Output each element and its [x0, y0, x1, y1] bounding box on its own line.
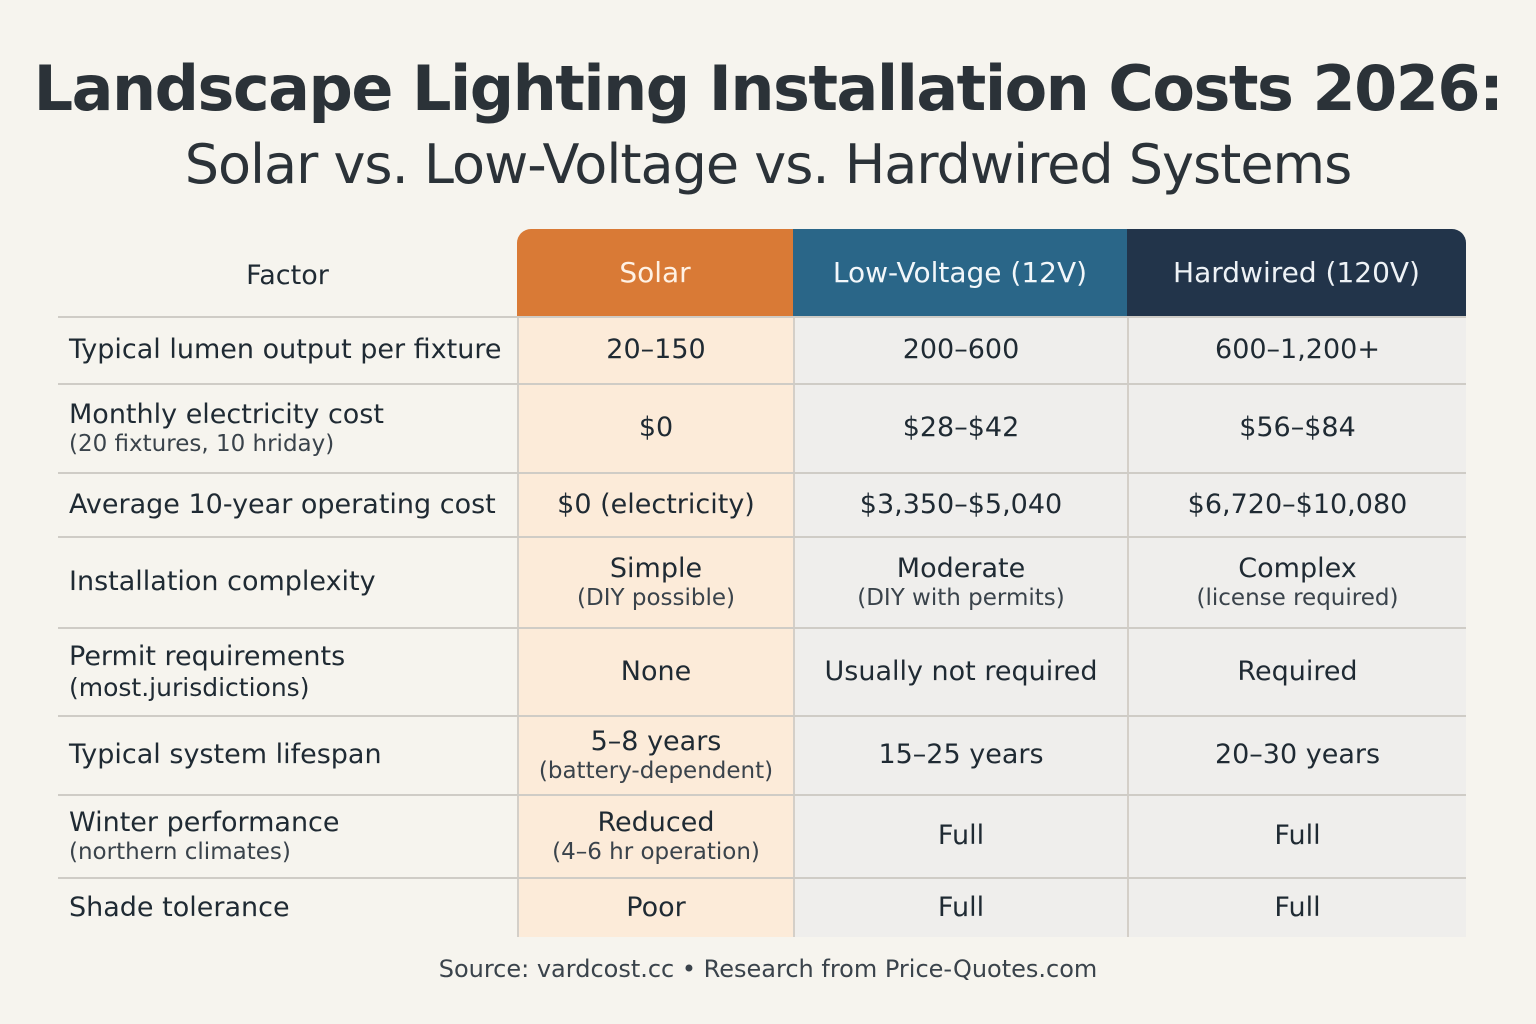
- solar-cell: Poor: [517, 879, 793, 937]
- low-voltage-cell: Usually not required: [793, 629, 1127, 715]
- solar-value: Reduced: [597, 806, 715, 838]
- table-row: Typical system lifespan 5–8 years (batte…: [58, 715, 1466, 794]
- hardwired-value: Full: [1274, 891, 1321, 923]
- hardwired-value: Full: [1274, 820, 1321, 852]
- hardwired-value: Complex: [1238, 552, 1357, 584]
- solar-cell: None: [517, 629, 793, 715]
- low-voltage-value: Moderate: [896, 552, 1026, 584]
- hardwired-value: 600–1,200+: [1215, 334, 1380, 366]
- low-voltage-cell: $28–$42: [793, 385, 1127, 472]
- hardwired-note: (license required): [1196, 584, 1399, 611]
- table-row: Permit requirements (most.jurisdictions)…: [58, 627, 1466, 715]
- low-voltage-cell: Full: [793, 796, 1127, 877]
- factor-cell: Shade tolerance: [58, 879, 517, 937]
- solar-value: $0 (electricity): [557, 488, 755, 520]
- hardwired-cell: Full: [1127, 796, 1466, 877]
- solar-value: Simple: [609, 552, 703, 584]
- solar-value: 5–8 years: [590, 725, 722, 757]
- low-voltage-value: 15–25 years: [878, 739, 1044, 771]
- hardwired-cell: Required: [1127, 629, 1466, 715]
- comparison-table: Factor Solar Low-Voltage (12V) Hardwired…: [58, 229, 1466, 937]
- hardwired-value: $6,720–$10,080: [1187, 488, 1408, 520]
- factor-label: Permit requirements: [69, 640, 346, 672]
- low-voltage-cell: Full: [793, 879, 1127, 937]
- factor-label: Typical system lifespan: [69, 739, 382, 771]
- factor-cell: Typical system lifespan: [58, 717, 517, 794]
- low-voltage-value: $28–$42: [902, 412, 1020, 444]
- factor-label: Shade tolerance: [69, 891, 290, 923]
- hardwired-cell: Full: [1127, 879, 1466, 937]
- solar-cell: 20–150: [517, 318, 793, 383]
- factor-cell: Monthly electricity cost (20 fixtures, 1…: [58, 385, 517, 472]
- solar-note: (battery-dependent): [538, 757, 774, 784]
- low-voltage-cell: 200–600: [793, 318, 1127, 383]
- solar-value: Poor: [626, 891, 686, 923]
- factor-cell: Installation complexity: [58, 538, 517, 627]
- factor-note: (northern climates): [69, 838, 291, 865]
- hardwired-value: 20–30 years: [1214, 739, 1381, 771]
- factor-label: Average 10-year operating cost: [69, 488, 496, 520]
- solar-value: 20–150: [606, 334, 706, 366]
- source-footer: Source: vardcost.cc • Research from Pric…: [438, 955, 1098, 983]
- solar-cell: Reduced (4–6 hr operation): [517, 796, 793, 877]
- solar-cell: $0 (electricity): [517, 474, 793, 536]
- header-solar: Solar: [517, 229, 793, 316]
- low-voltage-value: Usually not required: [824, 655, 1098, 687]
- low-voltage-cell: 15–25 years: [793, 717, 1127, 794]
- hardwired-cell: 20–30 years: [1127, 717, 1466, 794]
- table-row: Installation complexity Simple (DIY poss…: [58, 536, 1466, 627]
- factor-cell: Average 10-year operating cost: [58, 474, 517, 536]
- hardwired-cell: $56–$84: [1127, 385, 1466, 472]
- low-voltage-note: (DIY with permits): [857, 584, 1065, 611]
- factor-cell: Permit requirements (most.jurisdictions): [58, 629, 517, 715]
- header-hardwired: Hardwired (120V): [1127, 229, 1466, 316]
- table-header-row: Factor Solar Low-Voltage (12V) Hardwired…: [58, 229, 1466, 316]
- page-title: Landscape Lighting Installation Costs 20…: [33, 52, 1504, 125]
- low-voltage-value: Full: [937, 820, 985, 852]
- header-low-voltage: Low-Voltage (12V): [793, 229, 1127, 316]
- table-row: Monthly electricity cost (20 fixtures, 1…: [58, 383, 1466, 472]
- low-voltage-cell: $3,350–$5,040: [793, 474, 1127, 536]
- factor-label: Typical lumen output per fixture: [69, 334, 502, 366]
- factor-cell: Winter performance (northern climates): [58, 796, 517, 877]
- solar-cell: 5–8 years (battery-dependent): [517, 717, 793, 794]
- solar-note: (4–6 hr operation): [552, 838, 760, 865]
- solar-note: (DIY possible): [577, 584, 735, 611]
- factor-note: (most.jurisdictions): [69, 673, 310, 703]
- table-row: Shade tolerance Poor Full Full: [58, 877, 1466, 937]
- factor-label: Winter performance: [69, 806, 340, 838]
- solar-cell: $0: [517, 385, 793, 472]
- table-row: Average 10-year operating cost $0 (elect…: [58, 472, 1466, 536]
- header-factor: Factor: [246, 260, 329, 291]
- solar-value: $0: [638, 412, 674, 444]
- table-row: Winter performance (northern climates) R…: [58, 794, 1466, 877]
- factor-label: Installation complexity: [69, 566, 376, 598]
- low-voltage-value: $3,350–$5,040: [859, 488, 1063, 520]
- hardwired-cell: 600–1,200+: [1127, 318, 1466, 383]
- hardwired-cell: Complex (license required): [1127, 538, 1466, 627]
- factor-note: (20 fixtures, 10 hriday): [69, 430, 335, 457]
- low-voltage-cell: Moderate (DIY with permits): [793, 538, 1127, 627]
- low-voltage-value: 200–600: [902, 334, 1020, 366]
- hardwired-cell: $6,720–$10,080: [1127, 474, 1466, 536]
- hardwired-value: Required: [1237, 655, 1358, 687]
- factor-label: Monthly electricity cost: [69, 398, 384, 430]
- solar-value: None: [620, 655, 692, 687]
- table-row: Typical lumen output per fixture 20–150 …: [58, 316, 1466, 383]
- solar-cell: Simple (DIY possible): [517, 538, 793, 627]
- low-voltage-value: Full: [937, 891, 985, 923]
- hardwired-value: $56–$84: [1239, 412, 1356, 444]
- page-subtitle: Solar vs. Low-Voltage vs. Hardwired Syst…: [184, 133, 1353, 196]
- factor-cell: Typical lumen output per fixture: [58, 318, 517, 383]
